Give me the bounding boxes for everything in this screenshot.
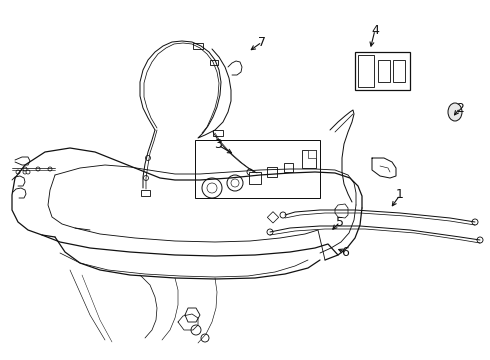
Bar [393, 60, 405, 82]
Circle shape [36, 167, 40, 171]
Circle shape [191, 325, 201, 335]
Circle shape [146, 156, 150, 161]
Circle shape [23, 170, 27, 174]
Circle shape [48, 167, 52, 171]
Circle shape [227, 175, 243, 191]
Circle shape [26, 170, 30, 174]
Bar [267, 167, 277, 177]
Bar [141, 190, 150, 196]
Text: 1: 1 [396, 189, 404, 202]
Text: 6: 6 [341, 246, 349, 258]
Circle shape [247, 169, 253, 175]
Bar [268, 212, 279, 223]
Bar [193, 43, 203, 49]
Text: 3: 3 [214, 139, 222, 152]
Bar [358, 55, 374, 87]
Circle shape [477, 237, 483, 243]
Circle shape [267, 229, 273, 235]
Bar [378, 60, 390, 82]
Circle shape [472, 219, 478, 225]
Circle shape [16, 170, 20, 174]
Text: 2: 2 [456, 102, 464, 114]
Bar [195, 140, 320, 198]
Circle shape [23, 167, 27, 171]
Ellipse shape [448, 103, 462, 121]
Circle shape [280, 212, 286, 218]
Bar [302, 150, 316, 168]
Bar [355, 52, 410, 90]
Bar [249, 172, 261, 184]
Circle shape [144, 175, 148, 180]
Circle shape [201, 334, 209, 342]
Circle shape [202, 178, 222, 198]
Text: 5: 5 [336, 216, 344, 229]
Bar [308, 150, 316, 158]
Text: 7: 7 [258, 36, 266, 49]
Bar [213, 130, 223, 136]
Bar [210, 60, 218, 65]
Bar [284, 163, 293, 172]
Text: 4: 4 [371, 23, 379, 36]
